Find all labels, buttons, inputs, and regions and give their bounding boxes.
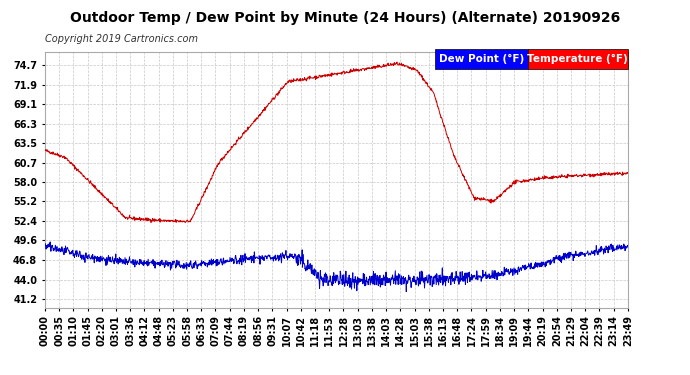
Text: Outdoor Temp / Dew Point by Minute (24 Hours) (Alternate) 20190926: Outdoor Temp / Dew Point by Minute (24 H… <box>70 11 620 25</box>
Text: Dew Point (°F): Dew Point (°F) <box>439 54 524 64</box>
Text: Copyright 2019 Cartronics.com: Copyright 2019 Cartronics.com <box>45 34 198 44</box>
Text: Temperature (°F): Temperature (°F) <box>527 54 629 64</box>
